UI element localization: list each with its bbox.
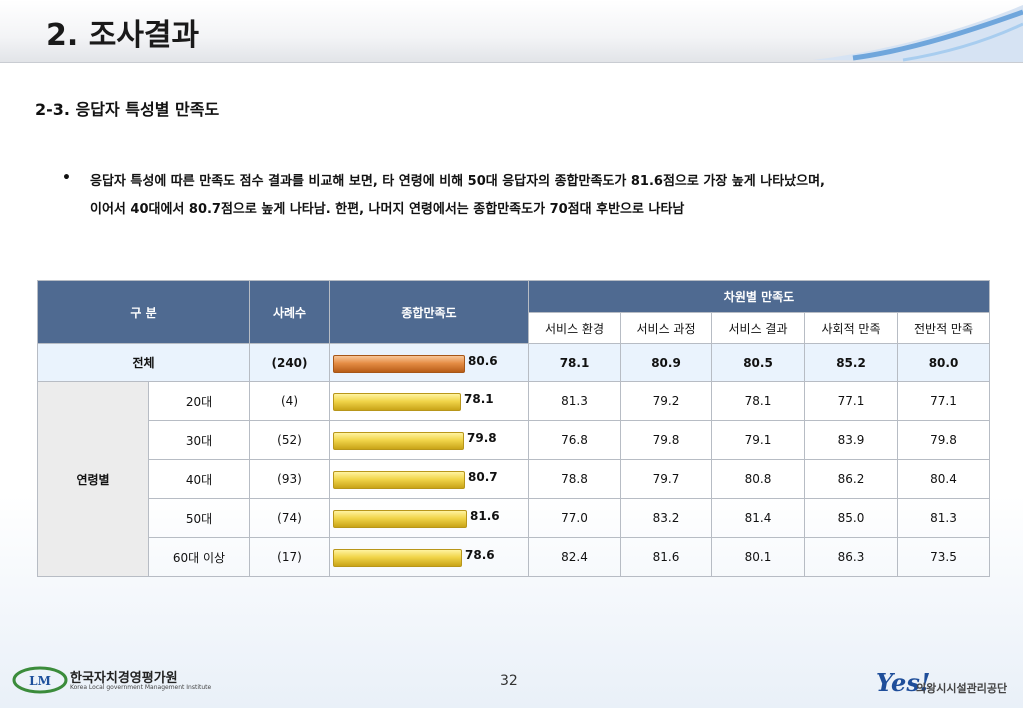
row-label: 20대 bbox=[148, 381, 250, 421]
header-count: 사례수 bbox=[249, 280, 330, 344]
row-dim: 79.7 bbox=[620, 459, 712, 499]
overall-bar-label: 80.7 bbox=[468, 470, 498, 484]
overall-bar-label: 79.8 bbox=[467, 431, 497, 445]
overall-bar-label: 81.6 bbox=[470, 509, 500, 523]
kolmi-logo-letters: LM bbox=[29, 674, 51, 688]
header-dim-3: 서비스 결과 bbox=[711, 312, 805, 344]
row-dim: 81.3 bbox=[897, 498, 990, 538]
header-dim-1: 서비스 환경 bbox=[528, 312, 621, 344]
row-dim: 80.1 bbox=[711, 537, 805, 577]
table-row-total: 전체 (240) 80.6 78.1 80.9 80.5 85.2 80.0 bbox=[37, 343, 990, 382]
table-row: 60대 이상 (17) 78.6 82.4 81.6 80.1 86.3 73.… bbox=[38, 537, 990, 577]
row-label: 50대 bbox=[148, 498, 250, 538]
table-row: 30대 (52) 79.8 76.8 79.8 79.1 83.9 79.8 bbox=[38, 420, 990, 460]
kolmi-logo-subtitle: Korea Local government Management Instit… bbox=[70, 684, 212, 691]
row-dim: 86.3 bbox=[804, 537, 898, 577]
row-label: 60대 이상 bbox=[148, 537, 250, 577]
row-dim: 78.8 bbox=[528, 459, 621, 499]
uiwang-logo-name: 의왕시시설관리공단 bbox=[916, 682, 1008, 695]
table-row: 50대 (74) 81.6 77.0 83.2 81.4 85.0 81.3 bbox=[38, 498, 990, 538]
overall-bar bbox=[333, 510, 467, 528]
overall-bar-label: 78.6 bbox=[465, 548, 495, 562]
row-dim: 82.4 bbox=[528, 537, 621, 577]
row-overall-cell: 78.1 bbox=[329, 381, 529, 421]
overall-bar bbox=[333, 471, 465, 489]
row-dim: 85.0 bbox=[804, 498, 898, 538]
row-dim: 79.2 bbox=[620, 381, 712, 421]
total-count: (240) bbox=[249, 343, 330, 382]
page-title: 2. 조사결과 bbox=[46, 18, 200, 53]
total-dim-4: 85.2 bbox=[804, 343, 898, 382]
row-dim: 76.8 bbox=[528, 420, 621, 460]
overall-bar bbox=[333, 355, 465, 373]
kolmi-logo-name: 한국자치경영평가원 bbox=[70, 671, 178, 686]
row-overall-cell: 81.6 bbox=[329, 498, 529, 538]
row-dim: 79.8 bbox=[897, 420, 990, 460]
table-row: 40대 (93) 80.7 78.8 79.7 80.8 86.2 80.4 bbox=[38, 459, 990, 499]
satisfaction-table: 구 분 사례수 종합만족도 차원별 만족도 서비스 환경 서비스 과정 서비스 … bbox=[37, 280, 990, 577]
header-category: 구 분 bbox=[37, 280, 250, 344]
summary-paragraph: 응답자 특성에 따른 만족도 점수 결과를 비교해 보면, 타 연령에 비해 5… bbox=[90, 168, 990, 224]
total-label: 전체 bbox=[37, 343, 250, 382]
row-overall-cell: 80.7 bbox=[329, 459, 529, 499]
total-dim-3: 80.5 bbox=[711, 343, 805, 382]
bullet-marker: • bbox=[62, 170, 71, 186]
row-dim: 86.2 bbox=[804, 459, 898, 499]
summary-line-2: 이어서 40대에서 80.7점으로 높게 나타남. 한편, 나머지 연령에서는 … bbox=[90, 202, 685, 217]
overall-bar-label: 78.1 bbox=[464, 392, 494, 406]
header-dim-2: 서비스 과정 bbox=[620, 312, 712, 344]
row-dim: 81.4 bbox=[711, 498, 805, 538]
overall-bar bbox=[333, 432, 464, 450]
row-label: 30대 bbox=[148, 420, 250, 460]
header-swoosh-graphic bbox=[813, 5, 1023, 62]
yes-logo-mark: Yes! bbox=[876, 668, 931, 697]
row-dim: 73.5 bbox=[897, 537, 990, 577]
row-overall-cell: 79.8 bbox=[329, 420, 529, 460]
row-count: (4) bbox=[249, 381, 330, 421]
total-overall-cell: 80.6 bbox=[329, 343, 529, 382]
overall-bar bbox=[333, 549, 462, 567]
row-dim: 83.9 bbox=[804, 420, 898, 460]
summary-line-1: 응답자 특성에 따른 만족도 점수 결과를 비교해 보면, 타 연령에 비해 5… bbox=[90, 174, 825, 189]
section-title: 2-3. 응답자 특성별 만족도 bbox=[35, 100, 220, 119]
row-dim: 80.8 bbox=[711, 459, 805, 499]
page-number: 32 bbox=[500, 673, 518, 689]
header-dimension-group: 차원별 만족도 bbox=[528, 280, 990, 313]
row-dim: 83.2 bbox=[620, 498, 712, 538]
header-overall: 종합만족도 bbox=[329, 280, 529, 344]
row-dim: 81.3 bbox=[528, 381, 621, 421]
total-dim-1: 78.1 bbox=[528, 343, 621, 382]
header-band: 2. 조사결과 bbox=[0, 0, 1023, 63]
row-count: (74) bbox=[249, 498, 330, 538]
row-label: 40대 bbox=[148, 459, 250, 499]
total-dim-2: 80.9 bbox=[620, 343, 712, 382]
overall-bar bbox=[333, 393, 461, 411]
row-count: (17) bbox=[249, 537, 330, 577]
row-count: (93) bbox=[249, 459, 330, 499]
total-dim-5: 80.0 bbox=[897, 343, 990, 382]
kolmi-logo-mark: LM bbox=[12, 666, 68, 694]
table-row: 연령별 20대 (4) 78.1 81.3 79.2 78.1 77.1 77.… bbox=[37, 381, 990, 577]
group-label: 연령별 bbox=[37, 381, 149, 577]
row-count: (52) bbox=[249, 420, 330, 460]
row-dim: 77.1 bbox=[897, 381, 990, 421]
row-dim: 81.6 bbox=[620, 537, 712, 577]
row-dim: 77.0 bbox=[528, 498, 621, 538]
row-dim: 78.1 bbox=[711, 381, 805, 421]
row-dim: 80.4 bbox=[897, 459, 990, 499]
row-dim: 77.1 bbox=[804, 381, 898, 421]
row-overall-cell: 78.6 bbox=[329, 537, 529, 577]
header-dim-5: 전반적 만족 bbox=[897, 312, 990, 344]
overall-bar-label: 80.6 bbox=[468, 354, 498, 368]
header-dim-4: 사회적 만족 bbox=[804, 312, 898, 344]
row-dim: 79.1 bbox=[711, 420, 805, 460]
row-dim: 79.8 bbox=[620, 420, 712, 460]
